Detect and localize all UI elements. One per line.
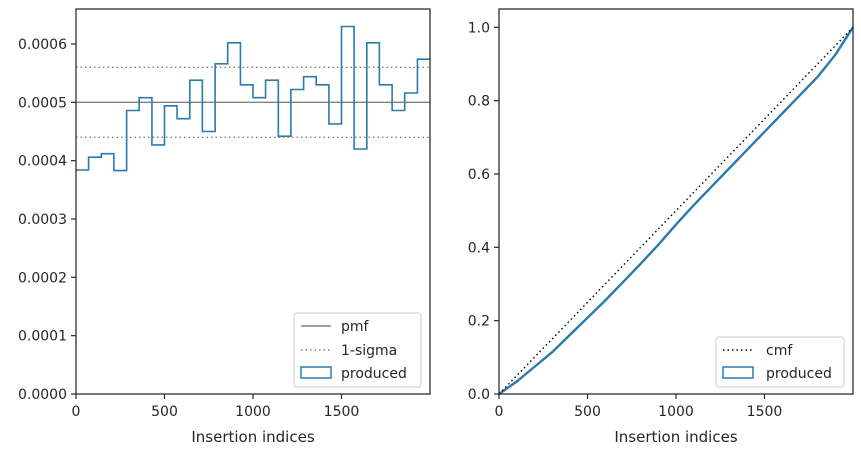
- pmf-y-tick-label: 0.0005: [18, 95, 67, 111]
- pmf-y-tick-label: 0.0003: [18, 212, 67, 228]
- cmf-panel-marks: [498, 26, 855, 395]
- cmf-legend-label-cmf: cmf: [766, 343, 793, 359]
- pmf-panel: 0 500 1000 1500 0.0000 0.0001 0.0002 0.0003 0.00…: [18, 8, 431, 446]
- cmf-y-tick-label: 0.8: [468, 94, 490, 110]
- pmf-y-tick-label: 0.0006: [18, 37, 67, 53]
- cmf-x-tick-label: 0: [495, 404, 504, 420]
- cmf-legend-label-produced: produced: [766, 366, 832, 382]
- pmf-y-tick-label: 0.0001: [18, 329, 67, 345]
- cmf-y-tick-label: 0.6: [468, 167, 490, 183]
- pmf-x-tick-label: 1500: [324, 404, 360, 420]
- cmf-x-tick-label: 500: [574, 404, 601, 420]
- pmf-legend-box: [293, 312, 422, 388]
- cmf-panel-frame: [498, 8, 854, 395]
- pmf-y-tick-label: 0.0000: [18, 387, 67, 403]
- pmf-panel-marks: [76, 25, 430, 172]
- cmf-y-tick-label: 1.0: [468, 20, 490, 36]
- pmf-panel-ticks: 0 500 1000 1500 0.0000 0.0001 0.0002 0.0003 0.00…: [18, 37, 359, 420]
- pmf-panel-frame: [75, 8, 431, 395]
- cmf-y-tick-label: 0.2: [468, 314, 490, 330]
- cmf-y-tick-label: 0.4: [468, 240, 490, 256]
- pmf-legend-label-produced: produced: [341, 366, 407, 382]
- pmf-legend-label-sigma: 1-sigma: [341, 343, 397, 359]
- cmf-y-tick-label: 0.0: [468, 387, 490, 403]
- cmf-legend-swatch-produced: [722, 366, 754, 379]
- cmf-panel: 0 500 1000 1500 0.0 0.2 0.4 0.6 0.8 1.0 Insertion…: [468, 8, 855, 446]
- produced-histogram-step: [76, 25, 430, 172]
- pmf-x-axis-label: Insertion indices: [191, 428, 314, 446]
- pmf-y-tick-label: 0.0004: [18, 154, 67, 170]
- cmf-legend-box: [715, 336, 845, 388]
- pmf-legend: pmf 1-sigma produced: [293, 312, 422, 388]
- pmf-x-tick-label: 0: [72, 404, 81, 420]
- cmf-x-axis-label: Insertion indices: [614, 428, 737, 446]
- cmf-x-tick-label: 1500: [747, 404, 783, 420]
- cmf-x-tick-label: 1000: [658, 404, 694, 420]
- pmf-x-tick-label: 1000: [235, 404, 271, 420]
- pmf-y-tick-label: 0.0002: [18, 270, 67, 286]
- pmf-x-tick-label: 500: [151, 404, 178, 420]
- pmf-legend-swatch-produced: [300, 366, 332, 379]
- produced-cumulative-line: [498, 26, 855, 395]
- cmf-legend: cmf produced: [715, 336, 845, 388]
- pmf-legend-label-pmf: pmf: [341, 319, 370, 335]
- cmf-panel-ticks: 0 500 1000 1500 0.0 0.2 0.4 0.6 0.8 1.0: [468, 20, 783, 420]
